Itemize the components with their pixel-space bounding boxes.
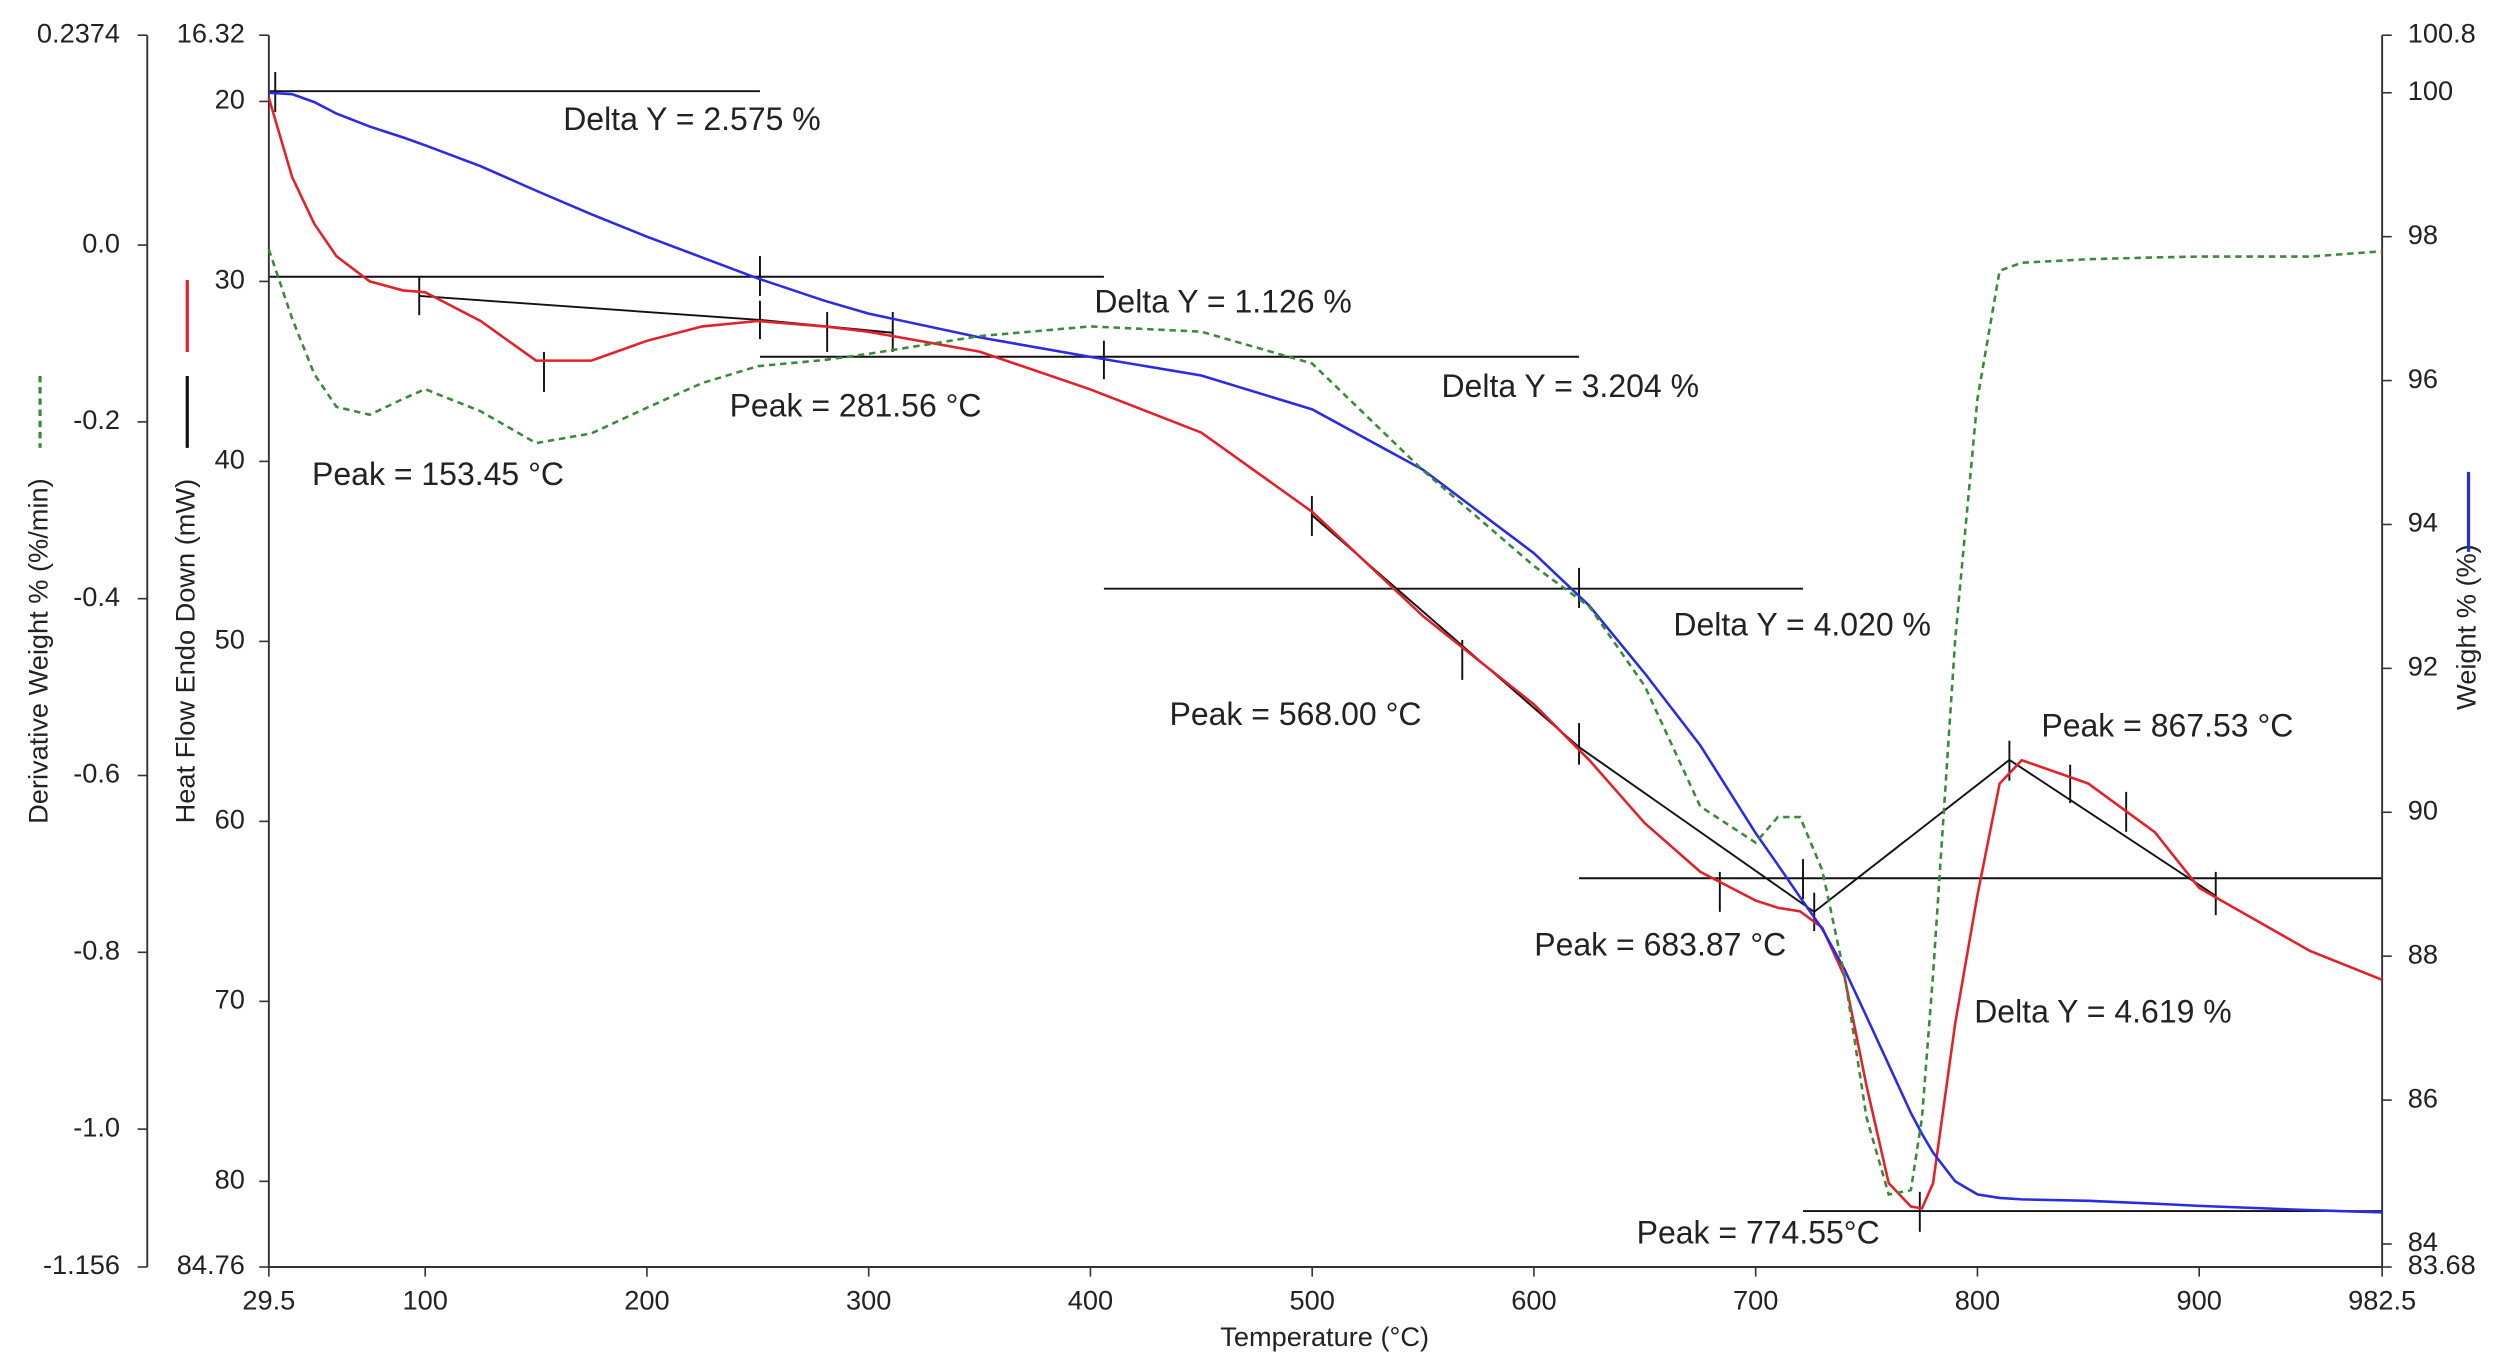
- y-tick-label: -0.6: [73, 758, 120, 789]
- y-tick-label: 84: [2408, 1226, 2438, 1257]
- y-tick-label: 70: [215, 984, 245, 1015]
- y-tick-label: 50: [215, 624, 245, 655]
- axes: [146, 35, 2384, 1268]
- y-axis-label: Heat Flow Endo Down (mW): [169, 479, 200, 823]
- x-tick-label: 600: [1511, 1284, 1556, 1315]
- y-tick-label: -0.4: [73, 581, 120, 612]
- x-tick-label: 400: [1068, 1284, 1113, 1315]
- y-tick-label: 16.32: [177, 17, 245, 48]
- y-axis-label: Weight % (%): [2451, 544, 2482, 710]
- y-tick-label: 98: [2408, 219, 2438, 250]
- x-tick-label: 800: [1955, 1284, 2000, 1315]
- series-line: [268, 91, 2383, 1214]
- series-line: [267, 249, 2383, 1197]
- y-tick-label: 86: [2408, 1082, 2438, 1113]
- y-tick-label: 94: [2408, 507, 2438, 538]
- x-tick-label: 900: [2177, 1284, 2222, 1315]
- y-tick-label: 20: [215, 84, 245, 115]
- y-tick-label: 84.76: [177, 1249, 245, 1280]
- y-tick-label: -0.2: [73, 404, 120, 435]
- y-tick-label: 100: [2408, 75, 2453, 106]
- y-tick-label: 83.68: [2408, 1249, 2476, 1280]
- annotation: Delta Y = 1.126 %: [1094, 283, 1352, 319]
- y-tick-label: 60: [215, 804, 245, 835]
- series-line: [267, 97, 2383, 1210]
- x-tick-label: 500: [1289, 1284, 1334, 1315]
- annotation: Peak = 153.45 °C: [312, 456, 564, 492]
- y-tick-label: -1.156: [43, 1249, 120, 1280]
- y-tick-label: 0.0: [82, 227, 120, 258]
- y-tick-label: 88: [2408, 938, 2438, 969]
- y-axis-label: Derivative Weight % (%/min): [22, 478, 53, 823]
- y-tick-label: 96: [2408, 363, 2438, 394]
- annotation: Delta Y = 4.020 %: [1673, 607, 1931, 643]
- x-tick-label: 29.5: [242, 1284, 295, 1315]
- x-tick-label: 700: [1733, 1284, 1778, 1315]
- y-tick-label: -1.0: [73, 1111, 120, 1142]
- y-tick-label: 90: [2408, 794, 2438, 825]
- annotation: Delta Y = 4.619 %: [1974, 994, 2232, 1030]
- annotation: Peak = 683.87 °C: [1534, 927, 1786, 963]
- annotation: Peak = 867.53 °C: [2041, 707, 2293, 743]
- analysis-markers: [268, 71, 2383, 1232]
- annotation: Delta Y = 2.575 %: [563, 101, 821, 137]
- annotation: Peak = 774.55°C: [1637, 1214, 1880, 1250]
- y-tick-label: 100.8: [2408, 17, 2476, 48]
- y-tick-label: 92: [2408, 651, 2438, 682]
- y-tick-label: 0.2374: [37, 17, 120, 48]
- annotation: Peak = 281.56 °C: [730, 387, 982, 423]
- y-tick-label: 30: [215, 264, 245, 295]
- annotation: Peak = 568.00 °C: [1170, 696, 1422, 732]
- x-tick-label: 300: [846, 1284, 891, 1315]
- x-tick-label: 982.5: [2348, 1284, 2416, 1315]
- x-tick-label: 200: [624, 1284, 669, 1315]
- x-tick-label: 100: [402, 1284, 447, 1315]
- y-tick-label: 80: [215, 1164, 245, 1195]
- x-axis-label: Temperature (°C): [1220, 1321, 1429, 1352]
- y-tick-label: 40: [215, 444, 245, 475]
- y-tick-label: -0.8: [73, 934, 120, 965]
- annotation: Delta Y = 3.204 %: [1441, 368, 1699, 404]
